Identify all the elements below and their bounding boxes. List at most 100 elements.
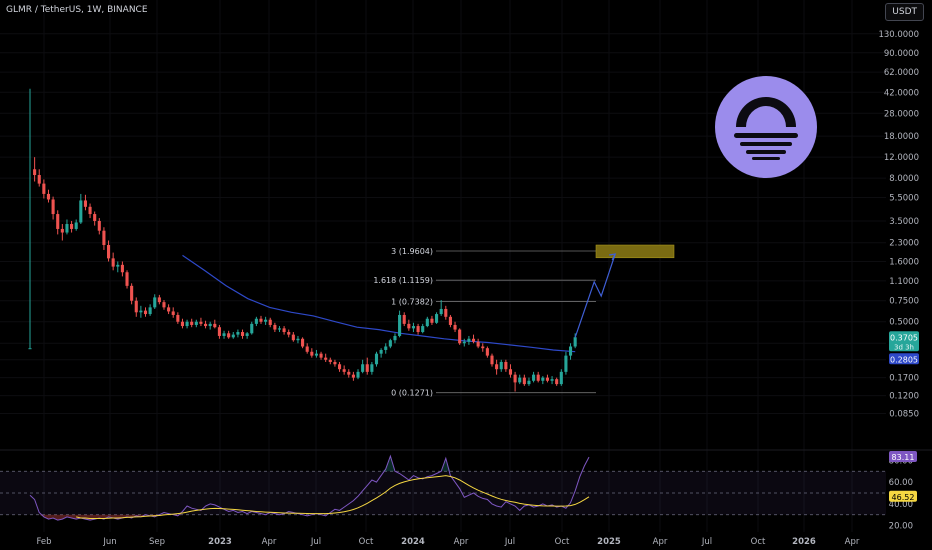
time-tick-label: Oct: [555, 537, 570, 547]
logo-wave-4: [752, 157, 780, 160]
time-tick-label: 2025: [597, 537, 621, 547]
candle-body: [347, 371, 351, 375]
candle-body: [162, 302, 166, 308]
time-tick-label: Apr: [454, 537, 469, 547]
candle-body: [282, 328, 286, 333]
logo-wave-2: [740, 142, 792, 146]
candle-body: [453, 324, 457, 330]
price-tick-label: 28.0000: [884, 109, 919, 119]
symbol-title[interactable]: GLMR / TetherUS, 1W, BINANCE: [6, 5, 148, 15]
candle-body: [102, 230, 106, 246]
candle-body: [106, 245, 111, 259]
candle-body: [60, 228, 64, 233]
candle-body: [527, 380, 531, 385]
candle-body: [79, 200, 83, 223]
candle-body: [208, 323, 212, 327]
candle-body: [545, 377, 549, 381]
candle-body: [185, 321, 189, 327]
candle-body: [227, 333, 231, 338]
target-zone-box[interactable]: [595, 244, 675, 259]
price-tick-label: 1.6000: [889, 258, 919, 268]
candle-body: [301, 338, 305, 347]
candle-body: [245, 333, 249, 336]
price-tick-label: 5.5000: [889, 194, 919, 204]
time-tick-label: Oct: [359, 537, 374, 547]
time-tick-label: Sep: [149, 537, 165, 547]
candle-body: [287, 332, 291, 335]
fib-level-label: 1 (0.7382): [391, 298, 433, 307]
candle-body: [342, 369, 346, 372]
candle-body: [499, 361, 503, 370]
price-tick-label: 8.0000: [889, 174, 919, 184]
price-tick-label: 0.7500: [889, 297, 919, 307]
ma-value-tag: [889, 353, 919, 365]
candle-body: [83, 200, 87, 207]
candle-body: [471, 338, 476, 342]
candle-body: [333, 361, 337, 365]
candle-body: [250, 323, 254, 334]
countdown-value: 3d 3h: [894, 343, 914, 351]
time-tick-label: Oct: [751, 537, 766, 547]
candle-body: [139, 310, 143, 313]
candle-body: [88, 206, 92, 215]
candle-body: [291, 334, 295, 341]
candle-body: [430, 318, 434, 323]
candle-body: [411, 326, 416, 329]
moving-average-line: [182, 254, 576, 353]
candle-body: [490, 355, 494, 365]
candle-body: [481, 346, 485, 349]
logo-circle: [715, 76, 817, 178]
candle-body: [51, 199, 55, 215]
candle-body: [273, 324, 277, 330]
currency-button[interactable]: USDT: [885, 3, 924, 21]
candle-body: [204, 323, 208, 327]
time-tick-label: Jul: [701, 537, 712, 547]
time-tick-label: 2024: [401, 537, 425, 547]
time-tick-label: Jul: [310, 537, 321, 547]
candle-body: [264, 319, 268, 322]
rsi-ma-line: [76, 475, 590, 519]
logo-wave-1: [734, 133, 798, 138]
candle-body: [236, 332, 240, 335]
candle-body: [439, 308, 443, 315]
fibonacci-levels[interactable]: 3 (1.9604) 1.618 (1.1159) 1 (0.7382) 0 (0.1…: [373, 247, 596, 398]
candle-body: [28, 348, 32, 350]
projection-path-line[interactable]: [574, 253, 616, 338]
candle-body: [448, 316, 452, 325]
candle-body: [97, 220, 101, 231]
candle-body: [467, 338, 471, 342]
candle-body: [277, 328, 282, 330]
candle-body: [425, 318, 429, 327]
candle-body: [310, 351, 314, 356]
price-tick-label: 0.5000: [889, 318, 919, 328]
candle-body: [398, 314, 402, 336]
rsi-tick-label: 60.00: [889, 478, 913, 488]
candle-body: [231, 334, 235, 338]
time-axis[interactable]: Feb Jun Sep 2023 Apr Jul Oct 2024 Apr Jul Oct 2025 A…: [36, 537, 859, 547]
rsi-tick-label: 20.00: [889, 522, 913, 532]
candle-body: [319, 353, 323, 358]
candle-body: [93, 214, 97, 221]
candle-body: [356, 371, 360, 378]
price-tick-label: 2.3000: [889, 239, 919, 249]
candle-body: [518, 377, 522, 383]
candle-body: [143, 310, 148, 315]
candle-body: [157, 297, 161, 303]
candle-body: [559, 371, 563, 385]
candle-body: [568, 346, 573, 356]
rsi-ma-value-tag: [889, 490, 917, 502]
time-tick-label: Jul: [504, 537, 515, 547]
price-tick-label: 1.1000: [889, 277, 919, 287]
candle-body: [153, 297, 157, 308]
price-tick-label: 90.0000: [884, 49, 919, 59]
candle-body: [222, 333, 226, 336]
candle-body: [199, 321, 203, 324]
time-tick-label: Apr: [845, 537, 860, 547]
candle-body: [361, 364, 365, 372]
candle-body: [194, 321, 198, 325]
candle-body: [407, 323, 411, 329]
